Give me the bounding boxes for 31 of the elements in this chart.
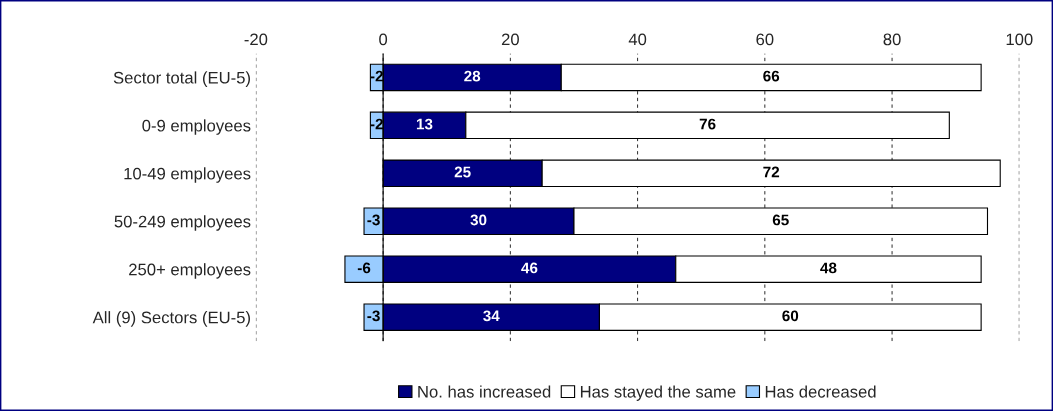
y-tick-label: 250+ employees <box>129 263 251 279</box>
x-tick-label: 80 <box>883 33 901 46</box>
data-label: 28 <box>464 70 481 82</box>
y-tick-label: 0-9 employees <box>142 119 251 135</box>
y-tick-label: Sector total (EU-5) <box>113 71 250 87</box>
data-label: -3 <box>367 310 380 322</box>
data-label: 34 <box>483 310 500 322</box>
data-label: 72 <box>763 166 780 178</box>
data-label: -3 <box>367 214 380 226</box>
data-label: 30 <box>470 214 487 226</box>
data-label: 25 <box>454 166 471 178</box>
x-tick-label: 40 <box>628 33 647 46</box>
x-tick-label: 0 <box>379 33 388 46</box>
data-label: 48 <box>820 262 837 274</box>
data-label: 13 <box>416 118 433 130</box>
y-tick-label: All (9) Sectors (EU-5) <box>92 311 250 327</box>
x-tick-label: 20 <box>501 33 519 46</box>
y-tick-label: 10-49 employees <box>124 167 251 183</box>
legend-label: Has stayed the same <box>580 385 736 401</box>
data-label: 76 <box>699 118 716 130</box>
legend-label: Has decreased <box>765 385 876 398</box>
data-label: 60 <box>782 310 799 322</box>
data-label: 66 <box>763 70 780 82</box>
x-tick-label: 100 <box>1006 33 1033 46</box>
x-tick-label: 60 <box>756 33 774 46</box>
data-label: 65 <box>772 214 789 226</box>
y-tick-label: 50-249 employees <box>114 215 251 231</box>
data-label: -6 <box>357 262 371 274</box>
legend-label: No. has increased <box>418 385 551 398</box>
data-label: 46 <box>521 262 538 274</box>
x-tick-label: -20 <box>244 33 268 46</box>
